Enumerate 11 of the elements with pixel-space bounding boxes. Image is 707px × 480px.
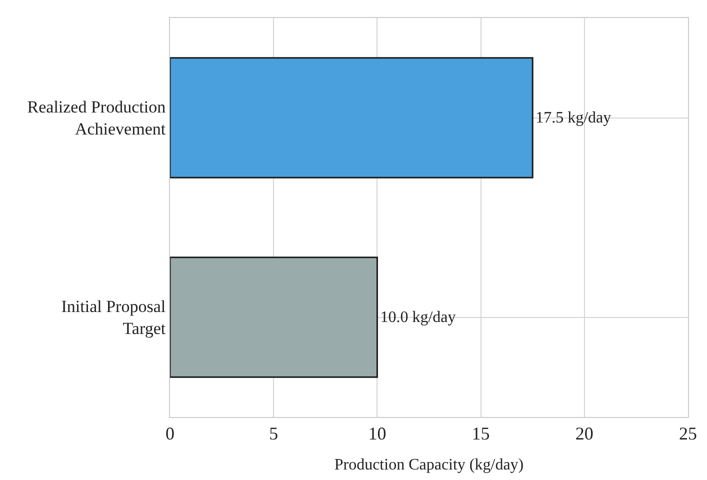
x-tick-label: 20 bbox=[575, 424, 594, 444]
y-tick-label: Realized Production Achievement bbox=[27, 98, 166, 139]
x-axis-title: Production Capacity (kg/day) bbox=[334, 456, 524, 474]
x-tick-label: 5 bbox=[269, 424, 278, 444]
x-tick-label: 10 bbox=[368, 424, 386, 444]
x-tick-label: 15 bbox=[472, 424, 490, 444]
data-label: 17.5 kg/day bbox=[536, 109, 612, 126]
x-tick-label: 0 bbox=[166, 424, 174, 444]
data-label: 10.0 kg/day bbox=[380, 308, 456, 326]
y-tick-label: Initial Proposal Target bbox=[61, 297, 166, 338]
x-tick-label: 25 bbox=[679, 424, 697, 444]
